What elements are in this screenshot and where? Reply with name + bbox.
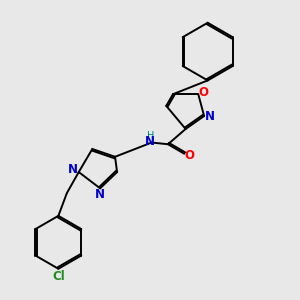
Text: N: N [205,110,214,122]
Text: H: H [147,131,154,141]
Text: O: O [184,148,194,162]
Text: N: N [68,163,78,176]
Text: N: N [145,135,155,148]
Text: Cl: Cl [52,270,65,283]
Text: O: O [198,86,208,99]
Text: N: N [95,188,105,201]
